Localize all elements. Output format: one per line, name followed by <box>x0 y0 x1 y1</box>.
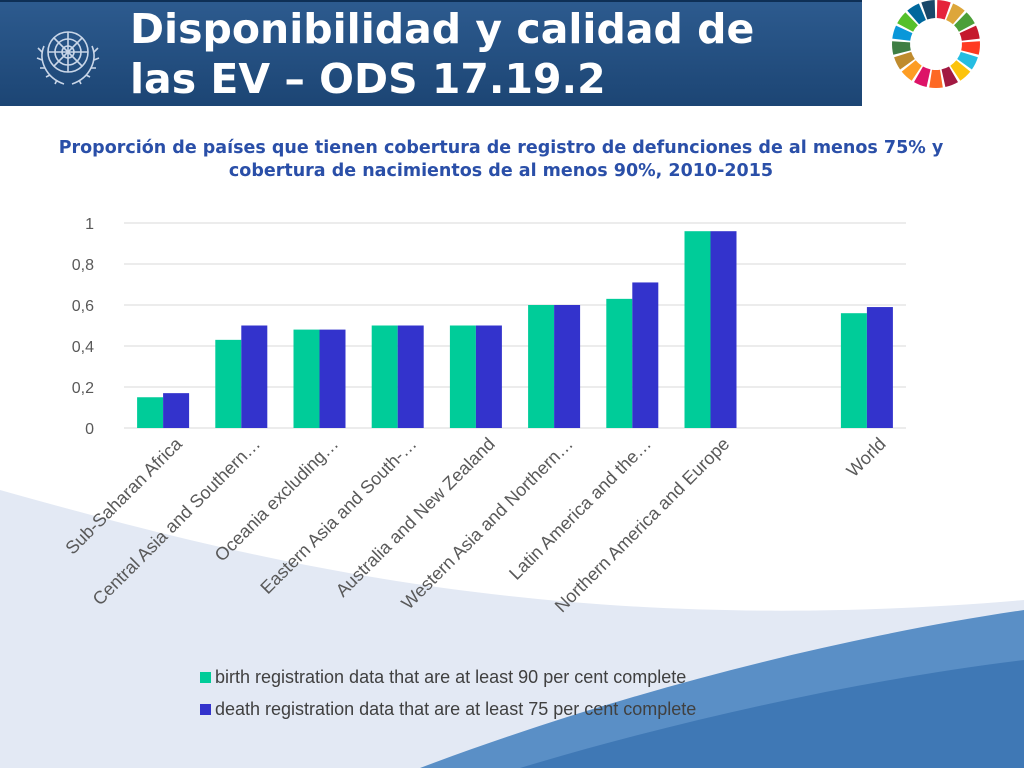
bar-birth <box>606 298 633 428</box>
sdg-wheel-segment <box>914 66 931 87</box>
bar-birth <box>528 305 555 428</box>
legend-label-death: death registration data that are at leas… <box>215 698 697 719</box>
y-tick-label: 0,4 <box>72 339 94 356</box>
slide-title: Disponibilidad y calidad de las EV – ODS… <box>130 4 754 104</box>
x-category-label: Eastern Asia and South-… <box>256 434 420 598</box>
bar-death <box>554 305 581 428</box>
bar-birth <box>293 329 320 428</box>
bar-death <box>163 393 190 428</box>
un-emblem-icon <box>36 31 100 85</box>
x-category-label: Australia and New Zealand <box>332 434 499 601</box>
sdg-wheel-segment <box>957 51 978 70</box>
legend-swatch-death <box>200 703 211 715</box>
sdg-wheel-segment <box>897 12 918 32</box>
legend-item-death: death registration data that are at leas… <box>200 693 696 725</box>
bar-death <box>397 325 424 428</box>
sdg-wheel-segment <box>921 0 936 20</box>
sdg-wheel-icon <box>892 0 980 89</box>
bar-death <box>866 307 893 428</box>
title-line-2: las EV – ODS 17.19.2 <box>130 55 606 103</box>
header-bar <box>0 0 862 106</box>
bar-death <box>319 329 346 428</box>
legend-item-birth: birth registration data that are at leas… <box>200 661 696 693</box>
sdg-wheel-segment <box>929 69 943 89</box>
sdg-wheel-segment <box>907 3 926 25</box>
bar-death <box>475 325 502 428</box>
header-top-line <box>0 0 1024 2</box>
bar-birth <box>215 339 242 428</box>
sdg-wheel-segment <box>901 60 922 81</box>
sdg-wheel-segment <box>959 25 980 41</box>
x-category-label: Central Asia and Southern… <box>89 434 264 609</box>
y-tick-label: 1 <box>85 216 94 233</box>
legend-label-birth: birth registration data that are at leas… <box>215 666 687 687</box>
x-category-label: Northern America and Europe <box>551 434 734 617</box>
y-tick-label: 0,8 <box>72 257 94 274</box>
bar-death <box>632 282 659 428</box>
x-category-label: World <box>843 434 890 481</box>
sdg-wheel-segment <box>894 51 915 70</box>
x-category-label: Latin America and the… <box>505 434 655 584</box>
sdg-wheel-segment <box>946 3 965 25</box>
bar-birth <box>840 313 867 428</box>
y-tick-label: 0,2 <box>72 380 94 397</box>
chart-legend: birth registration data that are at leas… <box>200 661 696 725</box>
sdg-wheel-segment <box>961 41 980 55</box>
y-tick-label: 0 <box>85 421 94 438</box>
sdg-wheel-segment <box>892 41 911 55</box>
bar-birth <box>371 325 398 428</box>
chart-title: Proporción de países que tienen cobertur… <box>58 138 944 181</box>
sdg-wheel-segment <box>941 66 958 87</box>
bar-birth <box>449 325 476 428</box>
title-line-1: Disponibilidad y calidad de <box>130 5 755 53</box>
sdg-wheel-segment <box>954 12 975 32</box>
bar-birth <box>684 231 711 428</box>
y-tick-label: 0,6 <box>72 298 94 315</box>
bar-death <box>241 325 268 428</box>
sdg-wheel-segment <box>892 25 913 41</box>
sdg-wheel-segment <box>936 0 951 20</box>
bar-birth <box>137 397 164 428</box>
legend-swatch-birth <box>200 671 211 683</box>
bar-death <box>710 231 737 428</box>
sdg-wheel-segment <box>950 60 971 81</box>
